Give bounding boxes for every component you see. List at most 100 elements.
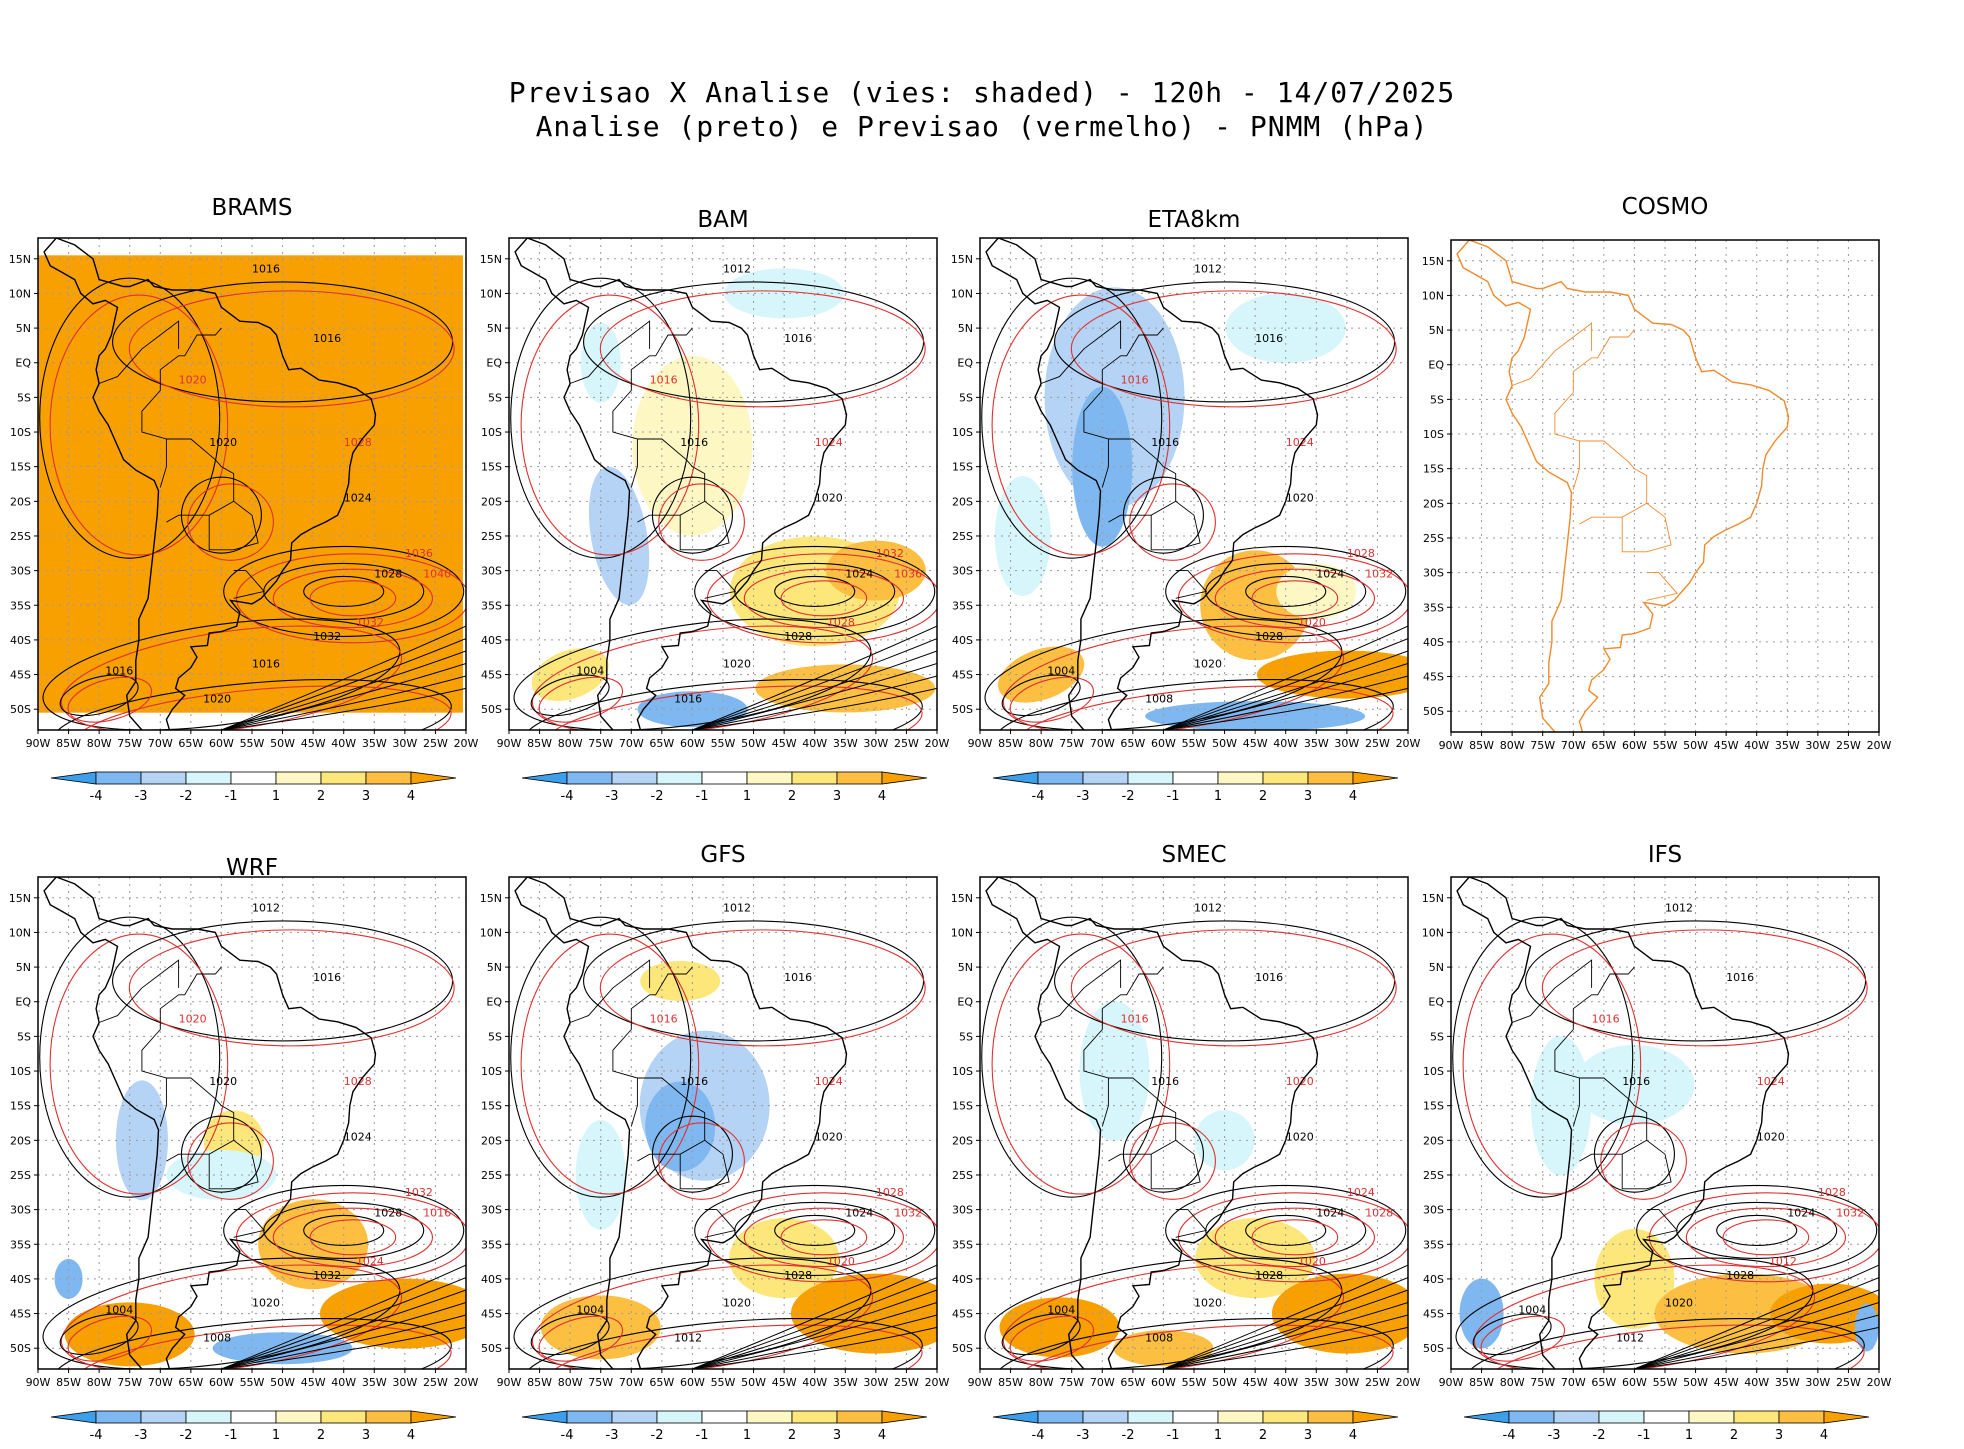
lon-tick-label: 40W bbox=[1744, 739, 1769, 752]
contour-label-forecast: 1028 bbox=[344, 1075, 372, 1088]
coastline bbox=[43, 238, 377, 730]
coastline bbox=[985, 877, 1319, 1369]
forecast-isobar bbox=[1648, 1192, 1879, 1283]
colorbar-swatch bbox=[1082, 1410, 1129, 1424]
country-border bbox=[1554, 329, 1635, 490]
panel-title-gfs: GFS bbox=[700, 842, 746, 868]
country-border bbox=[1621, 502, 1672, 553]
analysis-isobar bbox=[1165, 545, 1407, 637]
bias-blob bbox=[531, 648, 609, 701]
contour-label-forecast: 1028 bbox=[344, 436, 372, 449]
lon-tick-label: 55W bbox=[711, 1376, 736, 1389]
lon-tick-label: 65W bbox=[178, 1376, 203, 1389]
colorbar-label: 1 bbox=[1214, 789, 1222, 804]
bias-field bbox=[1451, 877, 1879, 1369]
lat-tick-label: 50S bbox=[481, 703, 502, 716]
contour-label-forecast: 1028 bbox=[876, 1186, 904, 1199]
contour-label-analysis: 1004 bbox=[576, 665, 604, 678]
colorbar-swatch bbox=[791, 771, 838, 785]
contour-label-forecast: 1024 bbox=[815, 1075, 843, 1088]
lat-tick-label: 20S bbox=[1423, 497, 1444, 510]
contour-label-forecast: 1020 bbox=[1298, 616, 1326, 629]
lon-tick-label: 30W bbox=[1805, 739, 1830, 752]
analysis-isobar bbox=[1245, 575, 1327, 607]
lat-tick-label: 5S bbox=[959, 391, 973, 404]
forecast-isobar bbox=[1214, 1207, 1376, 1268]
lat-tick-label: 10N bbox=[951, 926, 973, 939]
lon-tick-label: 75W bbox=[117, 1376, 142, 1389]
lon-tick-label: 25W bbox=[1836, 1376, 1861, 1389]
colorbar-arrow-right bbox=[410, 1410, 457, 1424]
colorbar-swatch bbox=[611, 771, 658, 785]
forecast-isobar bbox=[531, 625, 874, 730]
analysis-isobar bbox=[510, 277, 692, 559]
colorbar-swatch bbox=[611, 1410, 658, 1424]
lon-tick-label: 85W bbox=[998, 1376, 1023, 1389]
analysis-isobar bbox=[692, 625, 937, 730]
forecast-isobar bbox=[235, 1192, 466, 1283]
contour-label-analysis: 1012 bbox=[723, 902, 751, 915]
country-border bbox=[1150, 1139, 1201, 1190]
bias-blob bbox=[1271, 1273, 1408, 1354]
lon-tick-label: 45W bbox=[772, 1376, 797, 1389]
colorbar-swatch bbox=[275, 1410, 322, 1424]
lon-tick-label: 65W bbox=[178, 737, 203, 750]
lat-tick-label: EQ bbox=[486, 357, 502, 370]
lon-tick-label: 65W bbox=[1591, 1376, 1616, 1389]
analysis-isobar bbox=[42, 1257, 401, 1369]
bias-blob bbox=[825, 540, 926, 601]
lon-tick-label: 20W bbox=[1867, 739, 1892, 752]
contour-label-analysis: 1016 bbox=[674, 692, 702, 705]
analysis-isobar bbox=[1163, 650, 1408, 730]
contour-label-forecast: 1020 bbox=[179, 1013, 207, 1026]
forecast-isobar bbox=[187, 483, 274, 561]
lon-tick-label: 80W bbox=[87, 1376, 112, 1389]
colorbar-label: 3 bbox=[1304, 789, 1312, 804]
country-border bbox=[208, 500, 259, 551]
contour-label-forecast: 1036 bbox=[894, 568, 922, 581]
contour-label-forecast: 1040 bbox=[423, 568, 451, 581]
lat-tick-label: 5S bbox=[959, 1030, 973, 1043]
contour-label-analysis: 1008 bbox=[1145, 692, 1173, 705]
grid bbox=[38, 877, 466, 1369]
analysis-isobar bbox=[692, 662, 937, 730]
colorbar-arrow-left bbox=[1463, 1410, 1510, 1424]
lat-tick-label: 35S bbox=[481, 1238, 502, 1251]
contour-label-forecast: 1032 bbox=[1365, 568, 1393, 581]
country-border bbox=[704, 1209, 737, 1238]
analysis-isobar bbox=[42, 618, 401, 730]
analysis-isobar bbox=[981, 277, 1163, 559]
lat-tick-label: EQ bbox=[1428, 359, 1444, 372]
colorbar-swatch bbox=[1733, 1410, 1780, 1424]
lat-tick-label: 45S bbox=[1423, 671, 1444, 684]
lon-tick-label: 60W bbox=[1622, 1376, 1647, 1389]
contour-label-analysis: 1016 bbox=[784, 332, 812, 345]
bias-blob bbox=[645, 1081, 716, 1172]
forecast-isobar bbox=[780, 1219, 868, 1256]
lon-tick-label: 45W bbox=[772, 737, 797, 750]
lat-tick-label: 40S bbox=[10, 1273, 31, 1286]
contour-label-analysis: 1032 bbox=[313, 630, 341, 643]
lat-tick-label: EQ bbox=[957, 357, 973, 370]
colorbar-arrow-left bbox=[521, 771, 568, 785]
colorbar-swatch bbox=[746, 771, 793, 785]
colorbar-swatch bbox=[1553, 1410, 1600, 1424]
country-border bbox=[166, 438, 235, 523]
colorbar-swatch bbox=[1508, 1410, 1555, 1424]
lat-tick-label: 30S bbox=[481, 1204, 502, 1217]
lat-tick-label: 45S bbox=[481, 1308, 502, 1321]
bias-blob bbox=[724, 268, 845, 319]
colorbar-label: -1 bbox=[696, 789, 709, 804]
pressure-contours: 1012 1016 1016 1020 1024 1028 1020 1016 1004 1016… bbox=[510, 263, 937, 730]
lat-tick-label: 5N bbox=[16, 322, 31, 335]
lat-tick-label: 45S bbox=[952, 669, 973, 682]
forecast-isobar bbox=[1473, 1264, 1816, 1369]
contour-label-analysis: 1024 bbox=[1787, 1207, 1815, 1220]
lat-tick-label: 50S bbox=[1423, 705, 1444, 718]
colorbar-swatch bbox=[1688, 1410, 1735, 1424]
forecast-isobar bbox=[49, 933, 229, 1195]
colorbar-swatch bbox=[1037, 1410, 1084, 1424]
analysis-isobar bbox=[692, 1264, 937, 1369]
analysis-isobar bbox=[1163, 1314, 1408, 1369]
bias-blob bbox=[1225, 293, 1346, 364]
